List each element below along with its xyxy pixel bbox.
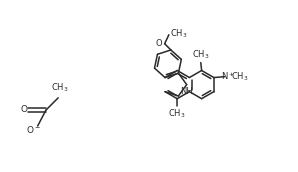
Text: O: O <box>21 105 28 114</box>
Text: CH$_3$: CH$_3$ <box>51 82 68 94</box>
Text: O$^-$: O$^-$ <box>26 124 41 135</box>
Text: NH: NH <box>180 87 193 96</box>
Text: O: O <box>156 39 162 48</box>
Text: CH$_3$: CH$_3$ <box>168 108 186 120</box>
Text: CH$_3$: CH$_3$ <box>170 27 188 40</box>
Text: CH$_3$: CH$_3$ <box>192 48 209 61</box>
Text: CH$_3$: CH$_3$ <box>231 71 249 83</box>
Text: N$^+$: N$^+$ <box>221 70 235 82</box>
